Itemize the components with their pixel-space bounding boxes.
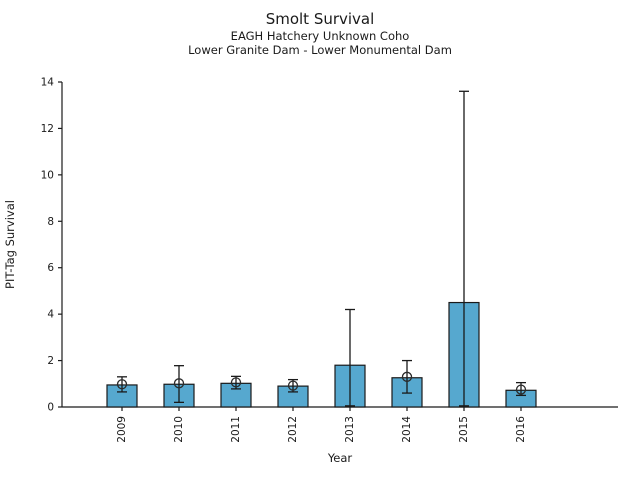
y-tick-label: 14 bbox=[41, 77, 55, 89]
x-tick-label: 2016 bbox=[515, 416, 527, 443]
marker-2016 bbox=[515, 384, 527, 395]
y-axis-label: PIT-Tag Survival bbox=[3, 200, 17, 289]
x-tick-label: 2015 bbox=[458, 416, 470, 443]
marker-2014 bbox=[401, 371, 413, 382]
marker-2010 bbox=[173, 378, 185, 389]
x-axis-label: Year bbox=[327, 451, 353, 465]
chart-subtitle-line1: EAGH Hatchery Unknown Coho bbox=[230, 29, 410, 43]
y-tick-label: 0 bbox=[47, 402, 54, 414]
x-tick-label: 2014 bbox=[401, 416, 413, 443]
y-tick-label: 6 bbox=[47, 262, 54, 274]
marker-2012 bbox=[287, 380, 299, 391]
marker-2009 bbox=[116, 379, 128, 390]
x-tick-label: 2009 bbox=[116, 416, 128, 443]
y-tick-label: 10 bbox=[41, 169, 54, 181]
y-tick-label: 4 bbox=[47, 309, 54, 321]
title-block: Smolt Survival EAGH Hatchery Unknown Coh… bbox=[0, 10, 640, 57]
x-tick-label: 2011 bbox=[230, 416, 242, 443]
x-tick-label: 2012 bbox=[287, 416, 299, 443]
marker-2011 bbox=[230, 377, 242, 388]
x-tick-label: 2010 bbox=[173, 416, 185, 443]
x-tick-label: 2013 bbox=[344, 416, 356, 443]
y-tick-label: 8 bbox=[47, 216, 54, 228]
y-tick-label: 12 bbox=[41, 123, 54, 135]
chart-subtitle-line2: Lower Granite Dam - Lower Monumental Dam bbox=[188, 43, 452, 57]
chart-title: Smolt Survival bbox=[265, 10, 375, 28]
y-tick-label: 2 bbox=[47, 355, 54, 367]
